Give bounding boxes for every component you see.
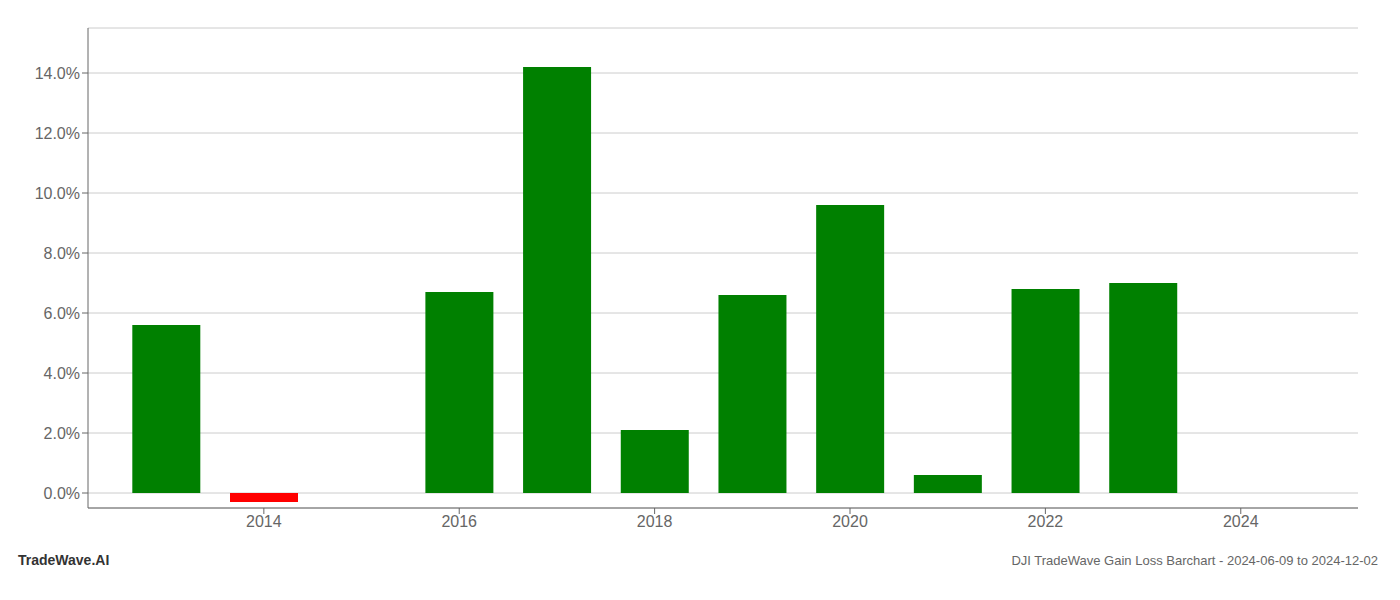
html-text:DJI TradeWave Gain Loss Barcha: DJI TradeWave Gain Loss Barchart - 2024-…	[1011, 553, 1378, 568]
svg-text:12.0%: 12.0%	[35, 125, 80, 142]
svg-text:0.0%: 0.0%	[44, 485, 80, 502]
svg-text:4.0%: 4.0%	[44, 365, 80, 382]
svg-text:2024: 2024	[1223, 513, 1259, 530]
svg-text:8.0%: 8.0%	[44, 245, 80, 262]
svg-text:10.0%: 10.0%	[35, 185, 80, 202]
svg-text:2022: 2022	[1028, 513, 1064, 530]
svg-text:2018: 2018	[637, 513, 673, 530]
svg-text:2020: 2020	[832, 513, 868, 530]
svg-text:6.0%: 6.0%	[44, 305, 80, 322]
html-text:TradeWave.AI: TradeWave.AI	[18, 552, 110, 568]
svg-text:2014: 2014	[246, 513, 282, 530]
svg-text:14.0%: 14.0%	[35, 65, 80, 82]
svg-text:2016: 2016	[441, 513, 477, 530]
svg-text:2.0%: 2.0%	[44, 425, 80, 442]
